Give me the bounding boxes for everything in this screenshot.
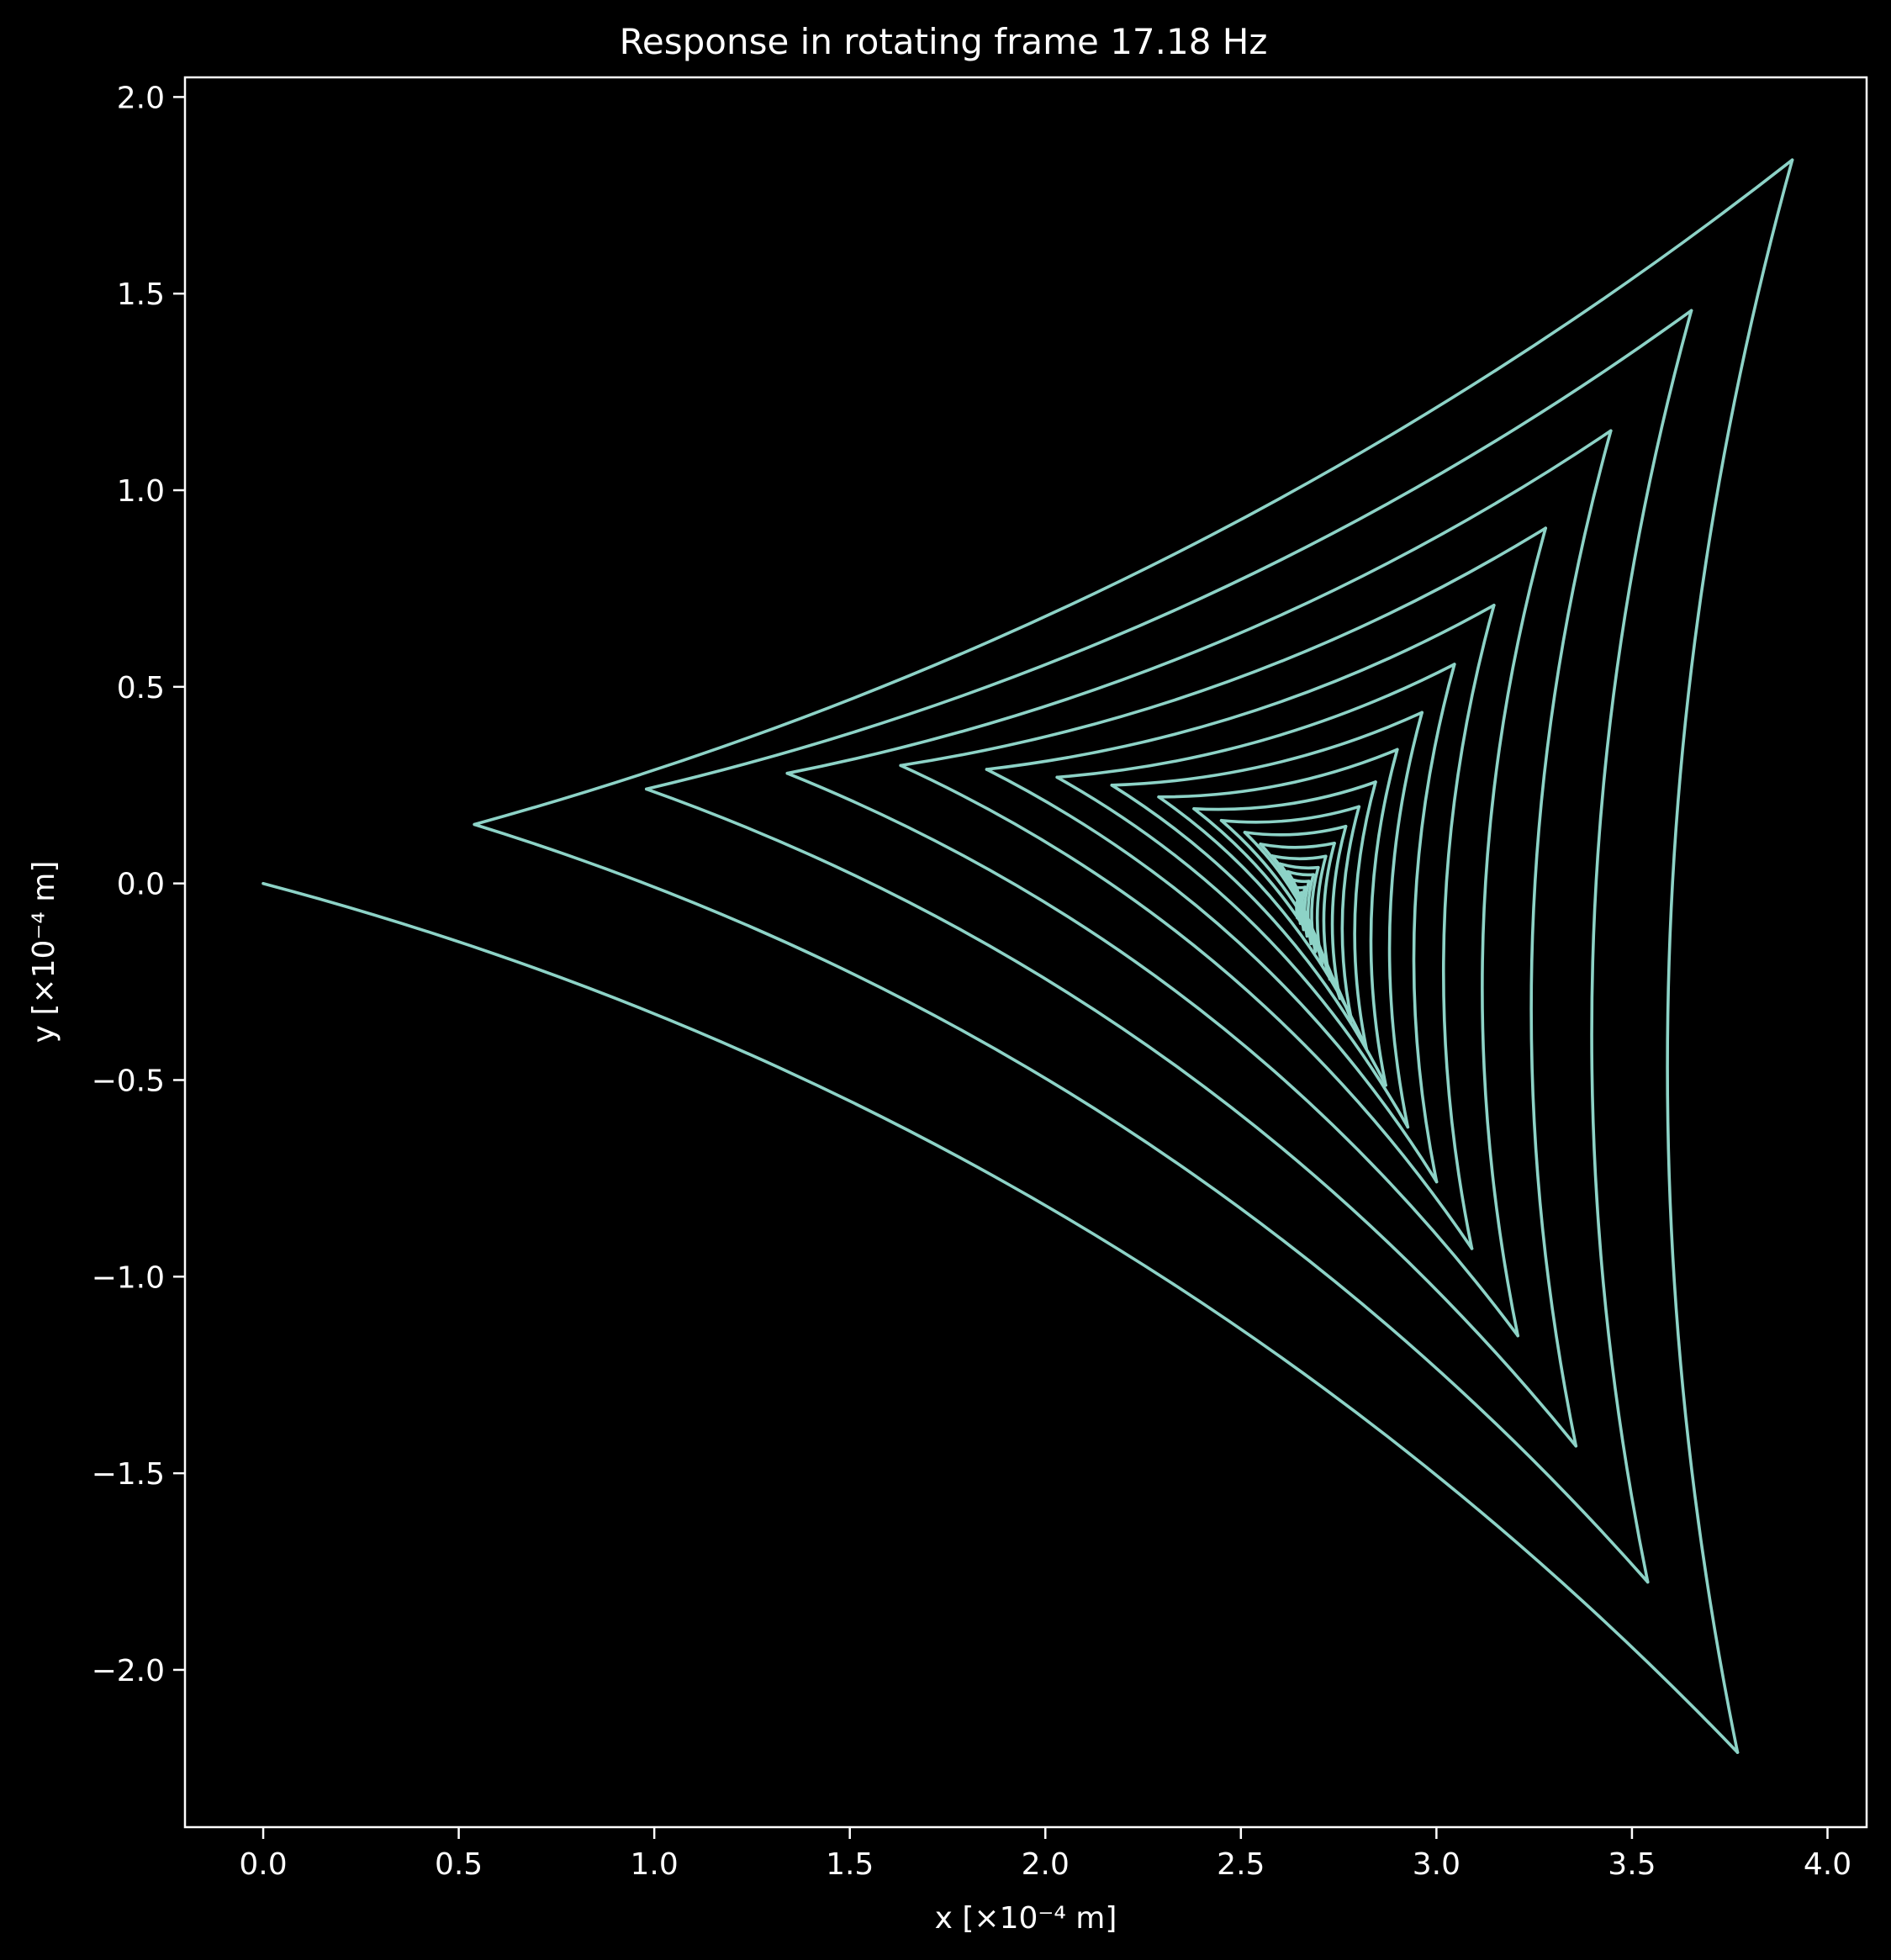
x-tick-label: 0.0	[239, 1847, 287, 1882]
y-tick-label: 1.0	[117, 474, 165, 509]
trajectory-segment	[1315, 854, 1328, 966]
x-axis-ticks: 0.0 0.5 1.0 1.5 2.0 2.5 3.0 3.5 4.0	[239, 1827, 1851, 1882]
plot-frame	[183, 76, 1868, 1829]
response-curves	[261, 158, 1794, 1754]
y-tick-label: −0.5	[92, 1064, 165, 1098]
trajectory-segment	[1441, 604, 1496, 1250]
trajectory-segment	[1481, 526, 1547, 1338]
x-tick-label: 4.0	[1804, 1847, 1851, 1882]
trajectory-segment	[1110, 711, 1424, 787]
x-tick-label: 1.5	[826, 1847, 874, 1882]
chart-title: Response in rotating frame 17.18 Hz	[620, 21, 1268, 62]
trajectory-segment	[1529, 429, 1613, 1448]
x-tick-label: 3.0	[1413, 1847, 1461, 1882]
x-axis-label: x [×10⁻⁴ m]	[935, 1901, 1117, 1936]
y-tick-label: 0.5	[117, 671, 165, 705]
y-tick-label: −1.0	[92, 1260, 165, 1295]
y-axis-ticks: 2.0 1.5 1.0 0.5 0.0 −0.5 −1.0 −1.5 −2.0	[92, 81, 185, 1688]
trajectory-segment	[1192, 780, 1377, 811]
y-tick-label: −2.0	[92, 1654, 165, 1688]
trajectory-segment	[1340, 805, 1361, 1022]
trajectory-segment	[1666, 158, 1794, 1754]
trajectory-segment	[785, 429, 1613, 775]
x-tick-label: 1.0	[631, 1847, 679, 1882]
trajectory-segment	[1369, 748, 1399, 1087]
trajectory-segment	[1590, 309, 1693, 1584]
trajectory-segment	[1055, 775, 1410, 1129]
trajectory-segment	[1353, 780, 1377, 1050]
x-tick-label: 2.0	[1022, 1847, 1070, 1882]
trajectory-segment	[785, 771, 1519, 1338]
trajectory-segment	[1387, 711, 1424, 1129]
trajectory-segment	[1310, 865, 1320, 954]
trajectory-segment	[1219, 805, 1361, 824]
trajectory-segment	[1306, 873, 1315, 946]
trajectory-segment	[645, 309, 1693, 791]
trajectory-segment	[985, 604, 1496, 771]
trajectory-segment	[1412, 663, 1456, 1184]
trajectory-segment	[1157, 748, 1399, 799]
trajectory-segment	[645, 787, 1578, 1448]
y-tick-label: 1.5	[117, 277, 165, 312]
x-tick-label: 3.5	[1608, 1847, 1656, 1882]
y-tick-label: 2.0	[117, 81, 165, 115]
trajectory-segment	[1055, 663, 1456, 779]
x-tick-label: 0.5	[435, 1847, 483, 1882]
y-tick-label: 0.0	[117, 868, 165, 902]
x-tick-label: 2.5	[1217, 1847, 1265, 1882]
trajectory-segment	[985, 768, 1439, 1184]
trajectory-segment	[1219, 819, 1342, 1001]
trajectory-segment	[473, 822, 1650, 1584]
trajectory-segment	[1322, 842, 1336, 981]
trajectory-segment	[1302, 880, 1311, 938]
y-tick-label: −1.5	[92, 1457, 165, 1492]
trajectory-segment	[1297, 895, 1302, 905]
trajectory-segment	[1330, 824, 1348, 1001]
trajectory-segment	[261, 881, 1740, 1754]
trajectory-segment	[1270, 854, 1328, 861]
trajectory-segment	[1110, 784, 1387, 1087]
trajectory-segment	[473, 158, 1794, 827]
trajectory-segment	[1278, 862, 1320, 870]
trajectory-segment	[1243, 824, 1348, 837]
trajectory-segment	[899, 526, 1547, 768]
trajectory-segment	[1259, 842, 1336, 849]
trajectory-segment	[899, 763, 1474, 1250]
y-axis-label: y [×10⁻⁴ m]	[27, 861, 61, 1043]
